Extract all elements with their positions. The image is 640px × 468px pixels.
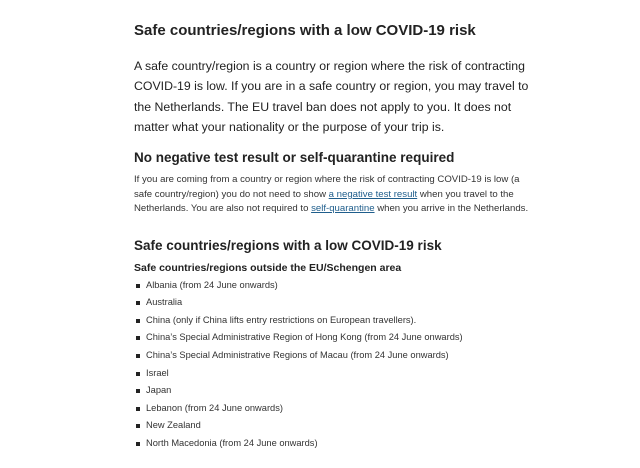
text: when you travel to the Netherlands. You … (134, 188, 514, 215)
negative-test-link[interactable]: a negative test result (328, 188, 418, 200)
list-item: Australia (134, 294, 534, 312)
bullet-icon (136, 389, 140, 394)
list-item: Israel (134, 365, 534, 383)
list-item-text: Japan (146, 385, 172, 396)
country-list: Albania (from 24 June onwards) Australia C… (134, 277, 534, 453)
list-item-text: China’s Special Administrative Region of… (146, 332, 463, 343)
bullet-icon (136, 442, 140, 447)
list-item: North Macedonia (from 24 June onwards) (134, 435, 534, 453)
list-item: Albania (from 24 June onwards) (134, 277, 534, 295)
bullet-icon (136, 424, 140, 429)
list-item-text: Australia (146, 297, 183, 308)
page-content: Safe countries/regions with a low COVID-… (134, 21, 534, 453)
section-heading-no-test: No negative test result or self-quaranti… (134, 150, 455, 166)
list-item: New Zealand (134, 417, 534, 435)
subheading-outside-eu: Safe countries/regions outside the EU/Sc… (134, 261, 402, 274)
bullet-icon (136, 301, 140, 306)
list-item: China’s Special Administrative Regions o… (134, 347, 534, 365)
list-item-text: Albania (from 24 June onwards) (146, 279, 278, 290)
list-item-text: Lebanon (from 24 June onwards) (146, 402, 283, 413)
intro-paragraph: A safe country/region is a country or re… (134, 59, 529, 134)
bullet-icon (136, 336, 140, 341)
bullet-icon (136, 371, 140, 376)
no-test-paragraph: If you are coming from a country or regi… (134, 173, 534, 217)
list-item: Japan (134, 382, 534, 400)
list-item-text: Israel (146, 367, 169, 378)
list-item: China (only if China lifts entry restric… (134, 312, 534, 330)
text: when you arrive in the Netherlands. (374, 203, 529, 215)
list-item: China’s Special Administrative Region of… (134, 329, 534, 347)
list-item-text: North Macedonia (from 24 June onwards) (146, 438, 318, 449)
text: If you are coming from a country or regi… (134, 174, 520, 200)
page-title: Safe countries/regions with a low COVID-… (134, 22, 476, 39)
list-item-text: China (only if China lifts entry restric… (146, 314, 417, 325)
list-item-text: New Zealand (146, 420, 201, 431)
section-heading-safe-countries: Safe countries/regions with a low COVID-… (134, 237, 442, 253)
list-item-text: China’s Special Administrative Regions o… (146, 350, 449, 361)
self-quarantine-link[interactable]: self-quarantine (311, 203, 375, 215)
bullet-icon (136, 354, 140, 359)
bullet-icon (136, 406, 140, 411)
bullet-icon (136, 283, 140, 288)
bullet-icon (136, 318, 140, 323)
list-item: Lebanon (from 24 June onwards) (134, 400, 534, 418)
